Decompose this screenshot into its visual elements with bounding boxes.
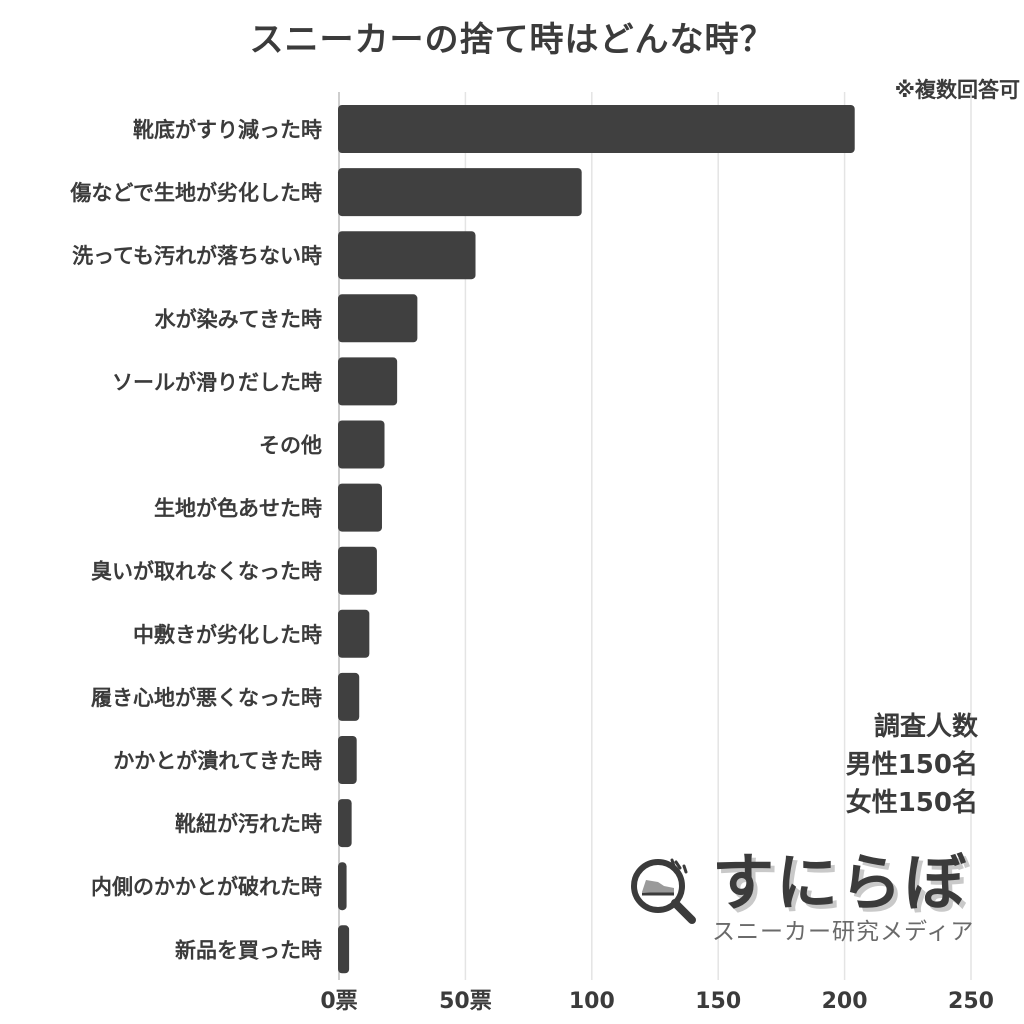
logo-name: すにらぼ (712, 846, 969, 919)
bar (338, 925, 350, 974)
survey-info: 調査人数 男性150名 女性150名 (846, 708, 978, 822)
bar (338, 672, 360, 721)
multiple-answers-note: ※複数回答可 (894, 78, 1020, 102)
category-label: その他 (259, 434, 322, 458)
category-label: 新品を買った時 (175, 938, 322, 962)
x-tick-label: 200 (822, 989, 868, 1014)
category-label: 靴紐が汚れた時 (175, 812, 322, 836)
bar (338, 799, 352, 848)
bar (338, 546, 377, 595)
survey-female-count: 女性150名 (845, 788, 978, 818)
x-tick-label: 0票 (320, 989, 357, 1014)
chart-title: スニーカーの捨て時はどんな時？ (249, 20, 775, 60)
bar (338, 420, 385, 469)
x-tick-labels: 0票 50票 100 150 200 250 (320, 989, 994, 1014)
x-tick-label: 50票 (439, 989, 492, 1014)
bar (338, 168, 582, 217)
category-label: 洗っても汚れが落ちない時 (72, 244, 322, 268)
bar (338, 736, 357, 784)
x-tick-label: 250 (948, 989, 994, 1014)
bar (338, 231, 476, 280)
bar (338, 294, 418, 343)
category-label: かかとが潰れてきた時 (113, 749, 322, 773)
site-logo: すにらぼ スニーカー研究メディア (620, 838, 1020, 948)
category-label: 履き心地が悪くなった時 (91, 686, 322, 710)
x-tick-label: 100 (569, 989, 615, 1014)
survey-heading: 調査人数 (873, 712, 978, 742)
category-label: ソールが滑りだした時 (112, 370, 322, 394)
x-tick-label: 150 (695, 989, 741, 1014)
logo-subtitle: スニーカー研究メディア (712, 919, 975, 945)
category-label: 生地が色あせた時 (154, 497, 322, 521)
bar (338, 105, 855, 153)
category-label: 傷などで生地が劣化した時 (69, 181, 322, 205)
bar (338, 483, 382, 532)
bars (338, 105, 855, 974)
category-label: 臭いが取れなくなった時 (91, 560, 322, 584)
category-labels: 靴底がすり減った時傷などで生地が劣化した時洗っても汚れが落ちない時水が染みてきた… (69, 118, 322, 962)
category-label: 中敷きが劣化した時 (133, 623, 322, 647)
category-label: 水が染みてきた時 (155, 307, 322, 331)
category-label: 靴底がすり減った時 (133, 118, 322, 142)
bar (338, 357, 398, 406)
category-label: 内側のかかとが破れた時 (91, 875, 322, 899)
bar (338, 862, 347, 911)
survey-male-count: 男性150名 (845, 750, 978, 780)
magnifier-sneaker-icon (631, 858, 696, 924)
bar (338, 609, 370, 658)
